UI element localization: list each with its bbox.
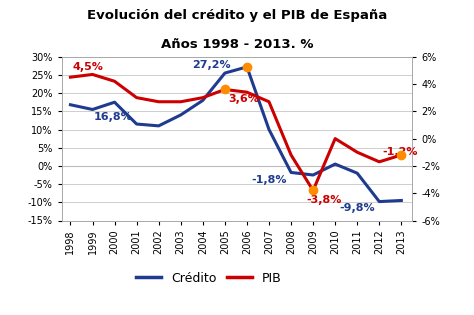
PIB — [288, 153, 294, 157]
PIB — [112, 79, 118, 83]
PIB — [399, 153, 404, 157]
Legend: Crédito, PIB: Crédito, PIB — [131, 266, 286, 289]
Text: Evolución del crédito y el PIB de España: Evolución del crédito y el PIB de España — [87, 9, 387, 22]
Line: Crédito: Crédito — [71, 67, 401, 202]
Text: 4,5%: 4,5% — [73, 62, 103, 72]
PIB — [310, 189, 316, 192]
PIB — [178, 100, 183, 104]
Text: 16,8%: 16,8% — [93, 112, 132, 123]
PIB — [68, 75, 73, 79]
PIB — [376, 160, 382, 164]
Crédito — [355, 171, 360, 175]
Line: PIB: PIB — [71, 74, 401, 191]
Crédito — [68, 103, 73, 107]
Crédito — [310, 173, 316, 177]
Text: -1,2%: -1,2% — [383, 147, 418, 157]
PIB — [332, 137, 338, 140]
Crédito — [266, 128, 272, 131]
Text: -1,8%: -1,8% — [251, 175, 287, 185]
Crédito — [332, 162, 338, 166]
Crédito — [222, 71, 228, 75]
Crédito — [90, 108, 95, 112]
Crédito — [244, 65, 250, 69]
Crédito — [134, 122, 139, 126]
Text: -9,8%: -9,8% — [339, 203, 375, 213]
Text: 3,6%: 3,6% — [228, 94, 259, 104]
Crédito — [376, 200, 382, 203]
Crédito — [178, 113, 183, 117]
PIB — [200, 96, 206, 100]
Crédito — [200, 99, 206, 102]
PIB — [134, 96, 139, 100]
Crédito — [112, 100, 118, 104]
PIB — [90, 72, 95, 76]
PIB — [355, 150, 360, 154]
Text: Años 1998 - 2013. %: Años 1998 - 2013. % — [161, 38, 313, 51]
Crédito — [156, 124, 162, 128]
Crédito — [288, 170, 294, 174]
PIB — [222, 88, 228, 91]
Text: -3,8%: -3,8% — [307, 195, 342, 205]
Crédito — [399, 198, 404, 202]
PIB — [244, 90, 250, 94]
PIB — [156, 100, 162, 104]
PIB — [266, 100, 272, 104]
Text: 27,2%: 27,2% — [192, 60, 230, 70]
